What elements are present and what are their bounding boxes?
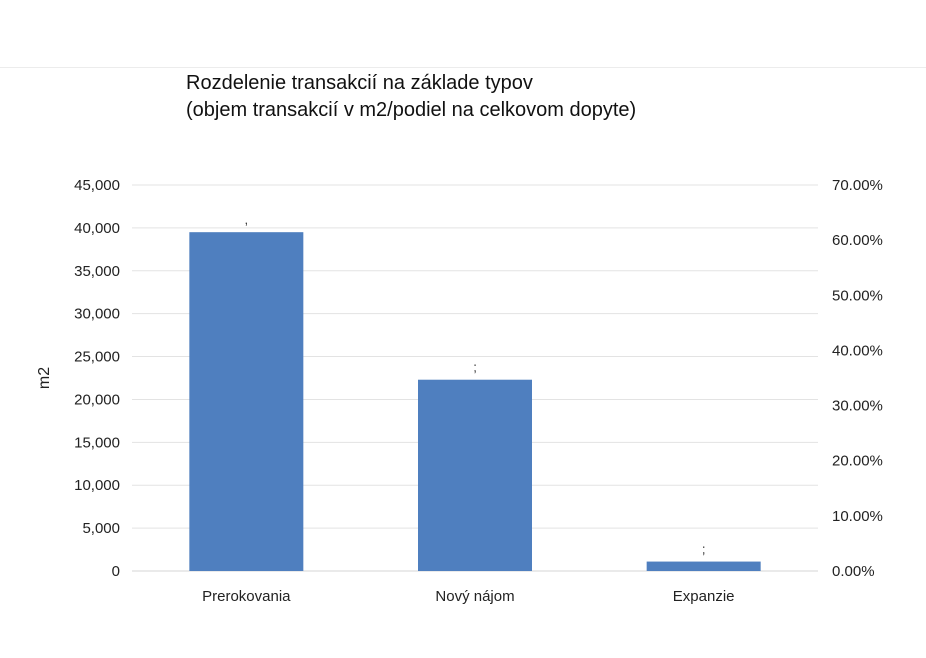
y-tick-label: 0 bbox=[112, 563, 120, 580]
y2-tick-label: 70.00% bbox=[832, 177, 883, 194]
x-category-label: Expanzie bbox=[673, 588, 735, 605]
y2-tick-label: 30.00% bbox=[832, 398, 883, 415]
y-tick-label: 15,000 bbox=[74, 434, 120, 451]
chart-title: Rozdelenie transakcií na základe typov bbox=[186, 72, 533, 94]
y-tick-label: 45,000 bbox=[74, 177, 120, 194]
data-label: ; bbox=[702, 542, 706, 557]
chart-title-block: Rozdelenie transakcií na základe typov (… bbox=[186, 70, 636, 124]
y2-tick-label: 20.00% bbox=[832, 453, 883, 470]
y2-tick-label: 0.00% bbox=[832, 563, 875, 580]
chart-subtitle: (objem transakcií v m2/podiel na celkovo… bbox=[186, 99, 637, 121]
y-tick-label: 25,000 bbox=[74, 349, 120, 366]
bar bbox=[189, 232, 304, 571]
y-tick-label: 40,000 bbox=[74, 220, 120, 237]
y2-tick-label: 40.00% bbox=[832, 342, 883, 359]
top-divider bbox=[0, 67, 926, 68]
x-category-label: Prerokovania bbox=[202, 588, 291, 605]
y-tick-label: 35,000 bbox=[74, 263, 120, 280]
y-tick-label: 5,000 bbox=[82, 520, 120, 537]
bar bbox=[646, 561, 761, 571]
y-tick-label: 20,000 bbox=[74, 391, 120, 408]
y-axis-title: m2 bbox=[36, 367, 53, 389]
data-label: ; bbox=[473, 360, 477, 375]
y-tick-label: 30,000 bbox=[74, 306, 120, 323]
y2-tick-label: 50.00% bbox=[832, 287, 883, 304]
y-tick-label: 10,000 bbox=[74, 477, 120, 494]
data-label: , bbox=[245, 212, 249, 227]
x-category-label: Nový nájom bbox=[435, 588, 514, 605]
y2-tick-label: 60.00% bbox=[832, 232, 883, 249]
y2-tick-label: 10.00% bbox=[832, 508, 883, 525]
bar bbox=[418, 379, 532, 571]
